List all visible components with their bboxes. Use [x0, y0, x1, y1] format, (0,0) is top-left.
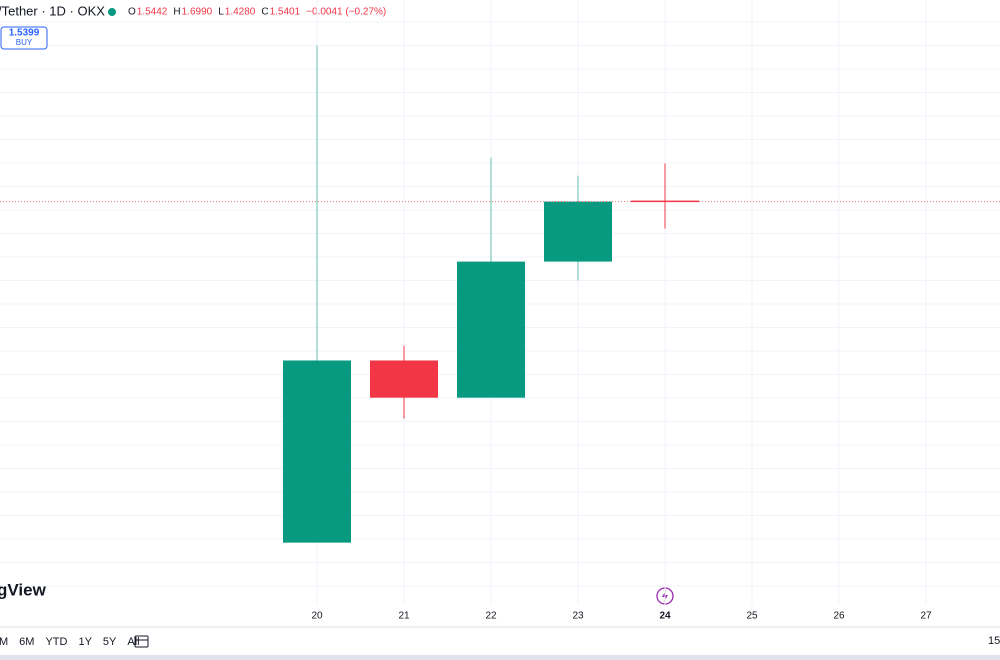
- ohlc-legend: O 1.5442 H 1.6990 L 1.4280 C 1.5401 −0.0041 (−0.…: [128, 7, 386, 18]
- range-button[interactable]: 5Y: [103, 636, 117, 648]
- candle-body: [631, 200, 699, 203]
- range-button[interactable]: All: [127, 636, 139, 648]
- candle-body: [370, 360, 438, 398]
- x-tick-label: 21: [398, 611, 410, 622]
- brand: gView: [0, 580, 47, 599]
- ohlc-key: H: [173, 7, 180, 18]
- symbol: /Tether · 1D · OKX: [0, 3, 105, 18]
- buy-button[interactable]: [0, 26, 48, 50]
- calendar-frame: [134, 635, 149, 648]
- x-tick-label: 25: [746, 611, 758, 622]
- x-tick-label: 22: [485, 611, 497, 622]
- range-button[interactable]: 6M: [19, 636, 34, 648]
- x-tick-label: 26: [833, 611, 845, 622]
- buy-label: BUY: [16, 38, 33, 47]
- range-button[interactable]: YTD: [45, 636, 67, 648]
- ohlc-value: 1.5401: [270, 7, 301, 18]
- bottom-strip: [0, 655, 1000, 660]
- ohlc-key: L: [218, 7, 224, 18]
- change: −0.0041 (−0.27%): [306, 7, 386, 18]
- x-tick-label: 24: [659, 611, 671, 622]
- x-tick-label: 23: [572, 611, 584, 622]
- corner-label: 15: [988, 635, 1000, 647]
- status-dot: [108, 8, 116, 16]
- x-tick-label: 20: [311, 611, 323, 622]
- ohlc-value: 1.4280: [225, 7, 256, 18]
- candle-body: [544, 201, 612, 262]
- ohlc-key: O: [128, 7, 136, 18]
- candle-body: [283, 360, 351, 543]
- ohlc-key: C: [261, 7, 268, 18]
- range-button[interactable]: 1Y: [78, 636, 92, 648]
- candle-body: [457, 261, 525, 398]
- x-tick-label: 27: [920, 611, 932, 622]
- ohlc-value: 1.6990: [182, 7, 213, 18]
- buy-price: 1.5399: [9, 28, 40, 39]
- range-button[interactable]: M: [0, 636, 8, 648]
- ohlc-value: 1.5442: [137, 7, 168, 18]
- toolbar: M 6M YTD 1Y 5Y All: [0, 636, 140, 648]
- calendar-icon[interactable]: [134, 635, 149, 648]
